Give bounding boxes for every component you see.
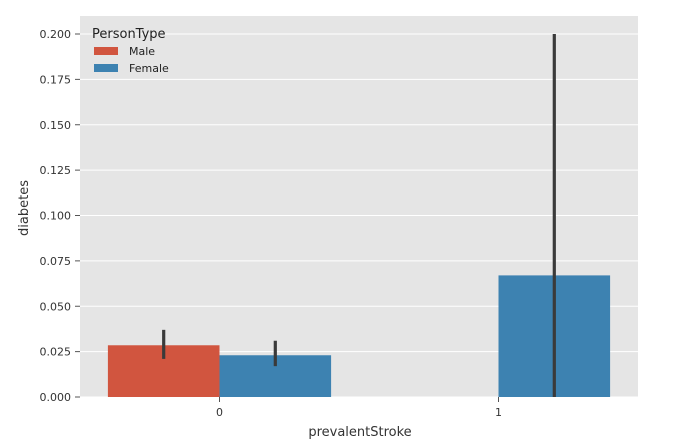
error-bars [162,34,556,397]
y-tick-label: 0.000 [40,391,72,404]
legend-swatch-female [94,64,118,72]
y-tick-label: 0.075 [40,255,72,268]
legend-label-female: Female [129,62,169,75]
y-tick-label: 0.125 [40,164,72,177]
legend: PersonType Male Female [92,27,169,75]
y-axis-label: diabetes [17,180,32,236]
y-tick-label: 0.200 [40,28,72,41]
x-axis-label: prevalentStroke [308,425,411,440]
y-tick-label: 0.050 [40,300,72,313]
y-tick-label: 0.100 [40,210,72,223]
y-tick-label: 0.150 [40,119,72,132]
x-tick-label: 0 [216,406,223,419]
x-tick-label: 1 [495,406,502,419]
legend-swatch-male [94,47,118,55]
y-axis-ticks: 0.000 0.025 0.050 0.075 0.100 0.125 0.150 0.175… [40,28,80,404]
y-tick-label: 0.025 [40,346,72,359]
legend-label-male: Male [129,45,155,58]
y-tick-label: 0.175 [40,73,72,86]
legend-title: PersonType [92,27,166,42]
